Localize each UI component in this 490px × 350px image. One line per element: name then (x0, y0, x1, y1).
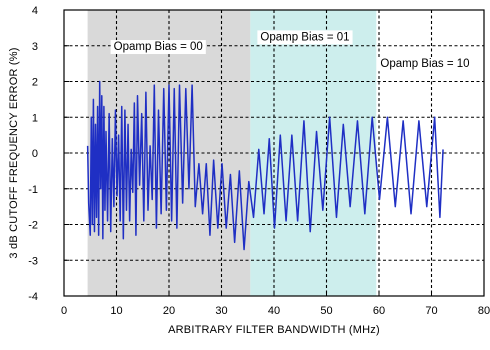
y-tick-label: 3 (32, 41, 38, 53)
data-series-line (86, 80, 444, 251)
y-tick-label: -4 (28, 291, 38, 303)
x-tick-label: 20 (163, 305, 175, 317)
y-tick-label: 0 (32, 148, 38, 160)
region-label-text: Opamp Bias = 10 (380, 58, 469, 70)
x-tick-label: 0 (61, 305, 67, 317)
region-label-background (377, 57, 473, 72)
x-tick-label: 70 (425, 305, 437, 317)
y-tick-label: 2 (32, 77, 38, 89)
region-label: Opamp Bias = 00 (110, 40, 206, 55)
x-tick-label: 40 (268, 305, 280, 317)
region-label: Opamp Bias = 01 (257, 30, 353, 45)
y-tick-label: 4 (32, 5, 38, 17)
x-tick-label: 60 (373, 305, 385, 317)
region-label-background (257, 30, 353, 45)
y-tick-label: -2 (28, 220, 38, 232)
x-tick-label: 10 (110, 305, 122, 317)
x-tick-label: 50 (320, 305, 332, 317)
y-tick-label: -3 (28, 255, 38, 267)
x-tick-label: 30 (215, 305, 227, 317)
x-tick-label: 80 (478, 305, 490, 317)
series-layer (86, 80, 444, 251)
y-tick-label: -1 (28, 184, 38, 196)
y-tick-label: 1 (32, 112, 38, 124)
region-label-text: Opamp Bias = 00 (114, 41, 203, 53)
region-label-layer: Opamp Bias = 00 Opamp Bias = 01 Opamp Bias… (110, 30, 473, 72)
region-label-text: Opamp Bias = 01 (260, 31, 349, 43)
region-label-background (110, 40, 206, 55)
region-label: Opamp Bias = 10 (377, 57, 473, 72)
y-axis-title: 3 dB CUTOFF FREQUENCY ERROR (%) (8, 47, 20, 258)
x-axis-title: ARBITRARY FILTER BANDWIDTH (MHz) (168, 324, 380, 336)
